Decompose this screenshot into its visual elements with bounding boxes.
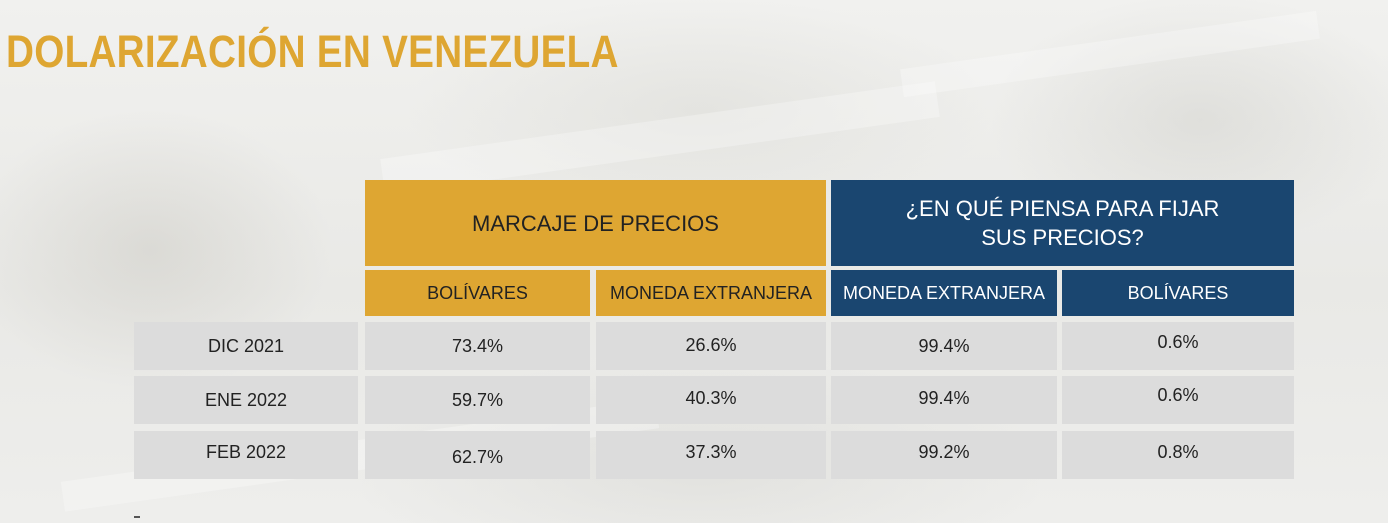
row-label: ENE 2022 [204, 389, 288, 410]
subheader-label: BOLÍVARES [427, 282, 528, 303]
cell-value: 0.6% [1157, 385, 1199, 405]
row-label: FEB 2022 [205, 442, 287, 462]
subheader-label: MONEDA EXTRANJERA [842, 282, 1046, 303]
subheader-bolivares-fijar: BOLÍVARES [1062, 270, 1294, 316]
table-cell: 0.8% [1062, 431, 1294, 479]
subheader-moneda-extranjera-marcaje: MONEDA EXTRANJERA [596, 270, 826, 316]
clipped-mark [134, 516, 140, 518]
group-header-fijar-line2: SUS PRECIOS? [981, 225, 1144, 250]
table-cell: 0.6% [1062, 376, 1294, 424]
page-title: DOLARIZACIÓN EN VENEZUELA [6, 26, 619, 77]
table-cell: 40.3% [596, 376, 826, 424]
group-header-marcaje: MARCAJE DE PRECIOS [365, 180, 826, 266]
subheader-bolivares-marcaje: BOLÍVARES [365, 270, 590, 316]
cell-value: 40.3% [685, 388, 737, 408]
cell-value: 37.3% [685, 442, 737, 462]
subheader-moneda-extranjera-fijar: MONEDA EXTRANJERA [831, 270, 1057, 316]
table-cell: 37.3% [596, 431, 826, 479]
table-cell: 99.4% [831, 322, 1057, 370]
cell-value: 26.6% [685, 335, 737, 355]
cell-value: 0.8% [1157, 442, 1199, 462]
cell-value: 59.7% [451, 389, 504, 410]
row-label: DIC 2021 [207, 335, 285, 356]
group-header-fijar: ¿EN QUÉ PIENSA PARA FIJAR SUS PRECIOS? [831, 180, 1294, 266]
group-header-fijar-line1: ¿EN QUÉ PIENSA PARA FIJAR [905, 196, 1220, 221]
cell-value: 0.6% [1157, 332, 1199, 352]
table-cell: 99.4% [831, 376, 1057, 424]
group-header-marcaje-label: MARCAJE DE PRECIOS [472, 210, 719, 236]
table-cell: 0.6% [1062, 322, 1294, 370]
cell-value: 73.4% [451, 335, 504, 356]
row-label-ene-2022: ENE 2022 [134, 376, 358, 424]
subheader-label: MONEDA EXTRANJERA [609, 282, 813, 303]
row-label-dic-2021: DIC 2021 [134, 322, 358, 370]
cell-value: 99.2% [918, 442, 970, 462]
table-cell: 99.2% [831, 431, 1057, 479]
table-cell: 62.7% [365, 431, 590, 479]
table-cell: 26.6% [596, 322, 826, 370]
row-label-feb-2022: FEB 2022 [134, 431, 358, 479]
cell-value: 99.4% [918, 388, 970, 408]
table-cell: 73.4% [365, 322, 590, 370]
cell-value: 62.7% [451, 447, 504, 467]
cell-value: 99.4% [918, 335, 970, 356]
subheader-label: BOLÍVARES [1127, 282, 1229, 303]
table-cell: 59.7% [365, 376, 590, 424]
